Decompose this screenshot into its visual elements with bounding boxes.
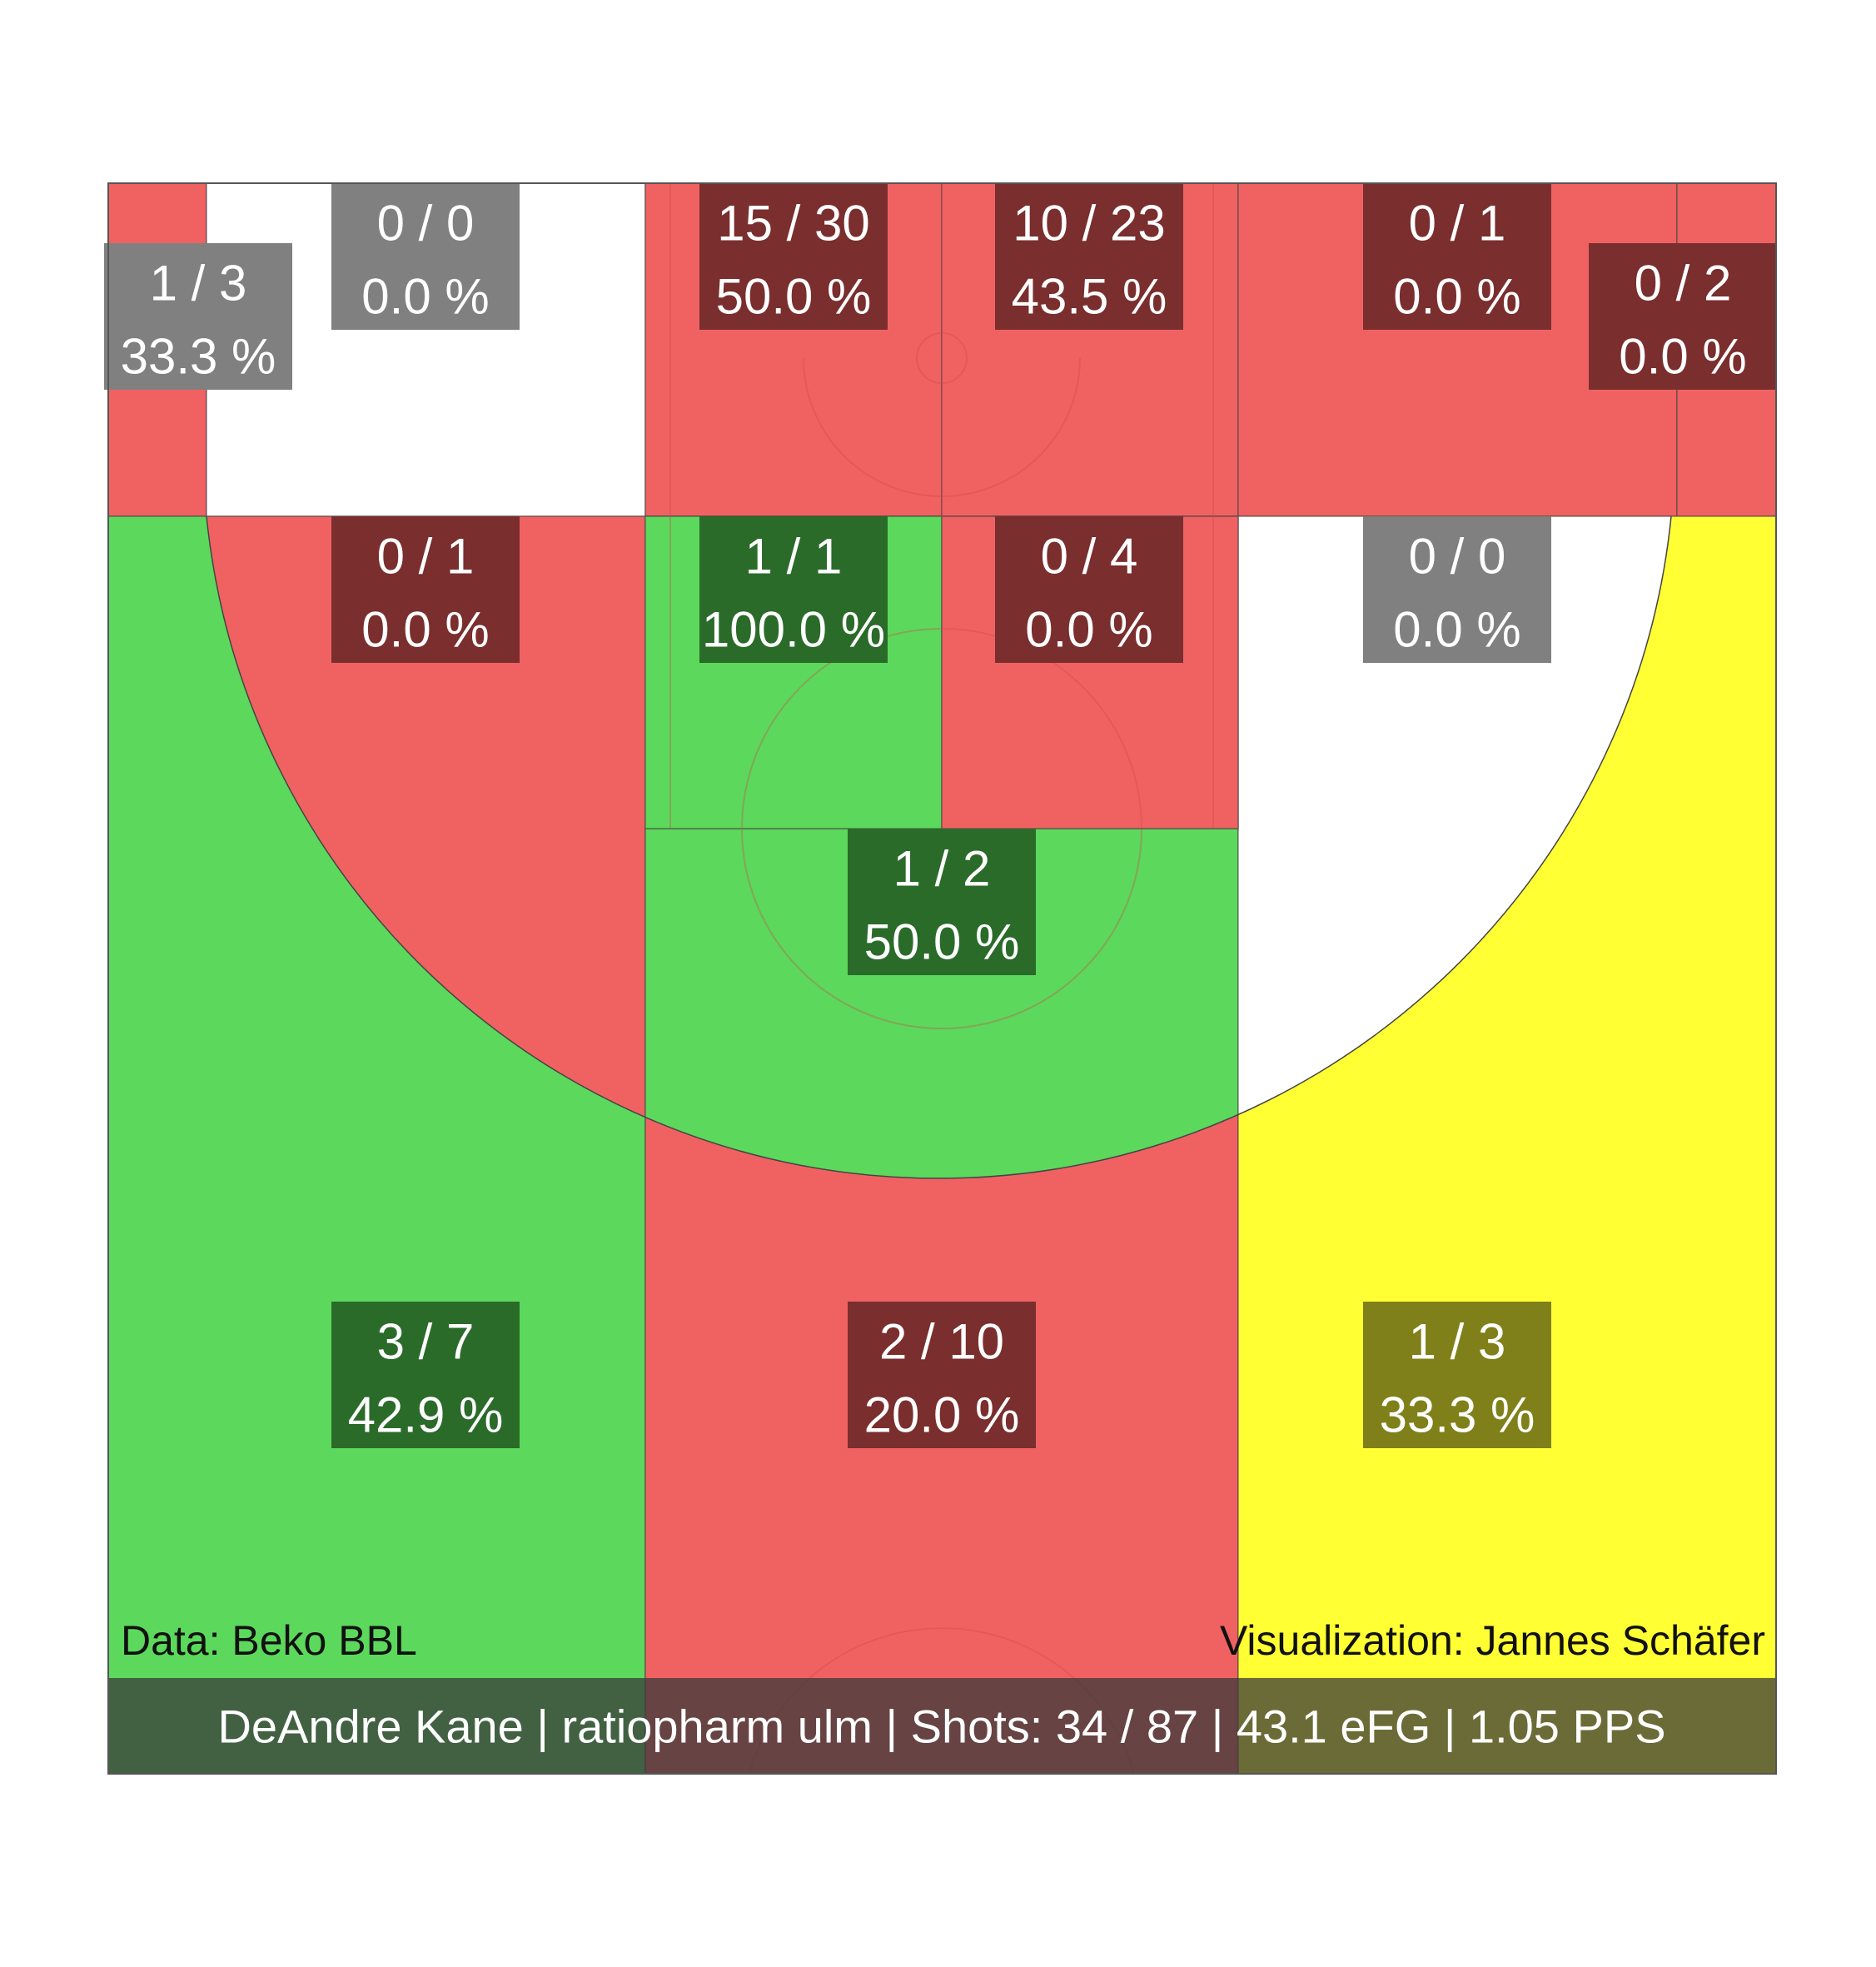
- zone-percentage: 100.0 %: [702, 602, 885, 658]
- summary-bar-background: [108, 1678, 1776, 1774]
- zone-label-paint-right: 0 / 4 0.0 %: [995, 516, 1183, 663]
- zone-makes-attempts: 1 / 1: [745, 529, 843, 585]
- zone-label-restricted-left: 15 / 30 50.0 %: [699, 183, 888, 330]
- zone-label-box: [1363, 183, 1551, 330]
- zone-percentage: 0.0 %: [1619, 329, 1746, 385]
- zone-label-box: [331, 516, 520, 663]
- zone-label-box: [331, 1302, 520, 1448]
- zone-makes-attempts: 3 / 7: [377, 1314, 475, 1370]
- zone-label-corner-left: 1 / 3 33.3 %: [104, 243, 292, 390]
- zone-percentage: 0.0 %: [361, 602, 489, 658]
- zone-makes-attempts: 0 / 0: [1409, 529, 1506, 585]
- zone-label-three-right: 1 / 3 33.3 %: [1363, 1302, 1551, 1448]
- court-marking: [741, 628, 1142, 1029]
- zone-label-box: [995, 516, 1183, 663]
- zone-label-box: [104, 243, 292, 390]
- zone-label-three-center: 2 / 10 20.0 %: [848, 1302, 1036, 1448]
- zone-label-three-left: 3 / 7 42.9 %: [331, 1302, 520, 1448]
- zone-label-wing-right-mid: 0 / 0 0.0 %: [1363, 516, 1551, 663]
- zone-label-box: [1589, 243, 1777, 390]
- zone-label-top-key: 1 / 2 50.0 %: [848, 829, 1036, 975]
- zone-makes-attempts: 0 / 1: [1409, 196, 1506, 251]
- zone-makes-attempts: 0 / 2: [1635, 256, 1732, 311]
- zone-label-box: [1363, 1302, 1551, 1448]
- zone-makes-attempts: 0 / 1: [377, 529, 475, 585]
- court-border: [107, 182, 1777, 1775]
- zone-percentage: 43.5 %: [1012, 269, 1167, 325]
- zone-percentage: 0.0 %: [361, 269, 489, 325]
- zone-label-box: [1363, 516, 1551, 663]
- zone-label-wing-left-mid: 0 / 1 0.0 %: [331, 516, 520, 663]
- zone-percentage: 50.0 %: [864, 914, 1020, 970]
- zone-makes-attempts: 0 / 4: [1041, 529, 1138, 585]
- zone-percentage: 0.0 %: [1393, 269, 1520, 325]
- zone-percentage: 33.3 %: [1380, 1387, 1535, 1443]
- three-point-arc: [206, 515, 1672, 1179]
- zone-percentage: 50.0 %: [716, 269, 872, 325]
- zone-percentage: 20.0 %: [864, 1387, 1020, 1443]
- zone-label-baseline-left-mid: 0 / 0 0.0 %: [331, 183, 520, 330]
- zone-makes-attempts: 2 / 10: [879, 1314, 1004, 1370]
- zone-percentage: 0.0 %: [1025, 602, 1152, 658]
- court-marking: [803, 357, 1081, 497]
- zone-label-baseline-right-mid: 0 / 1 0.0 %: [1363, 183, 1551, 330]
- zone-makes-attempts: 15 / 30: [717, 196, 870, 251]
- zone-makes-attempts: 1 / 3: [1409, 1314, 1506, 1370]
- zone-label-box: [699, 183, 888, 330]
- summary-bar: DeAndre Kane | ratiopharm ulm | Shots: 3…: [108, 1678, 1776, 1774]
- zone-percentage: 33.3 %: [121, 329, 276, 385]
- summary-text: DeAndre Kane | ratiopharm ulm | Shots: 3…: [217, 1701, 1665, 1753]
- data-credit: Data: Beko BBL: [121, 1617, 417, 1664]
- zone-percentage: 0.0 %: [1393, 602, 1520, 658]
- zone-label-box: [848, 829, 1036, 975]
- court-marking: [916, 332, 968, 384]
- zone-label-restricted-right: 10 / 23 43.5 %: [995, 183, 1183, 330]
- zone-makes-attempts: 1 / 2: [893, 841, 991, 897]
- zone-label-corner-right: 0 / 2 0.0 %: [1589, 243, 1777, 390]
- zone-makes-attempts: 1 / 3: [150, 256, 247, 311]
- zone-label-box: [331, 183, 520, 330]
- zone-label-box: [995, 183, 1183, 330]
- visualization-credit: Visualization: Jannes Schäfer: [1220, 1617, 1765, 1664]
- zone-label-box: [699, 516, 888, 663]
- zone-makes-attempts: 10 / 23: [1013, 196, 1166, 251]
- zone-percentage: 42.9 %: [348, 1387, 504, 1443]
- zone-makes-attempts: 0 / 0: [377, 196, 475, 251]
- zone-label-paint-left: 1 / 1 100.0 %: [699, 516, 888, 663]
- zone-label-box: [848, 1302, 1036, 1448]
